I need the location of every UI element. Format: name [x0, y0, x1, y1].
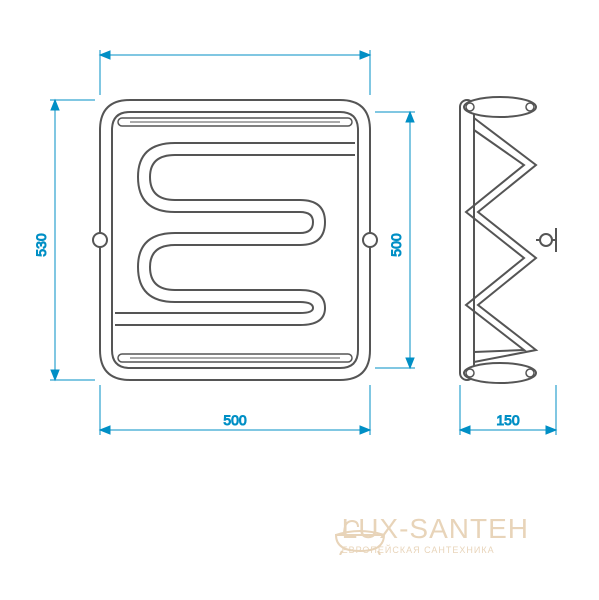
dim-height-inner: 500: [388, 233, 404, 257]
side-view: [460, 97, 556, 383]
diagram-container: 530 500 500 150: [0, 0, 599, 600]
technical-drawing: 530 500 500 150: [0, 0, 599, 600]
watermark: LUX-SANTEH ЕВРОПЕЙСКАЯ САНТЕХНИКА: [332, 515, 529, 555]
front-view: [93, 100, 377, 380]
dim-width-main: 500: [223, 412, 247, 428]
dim-height-overall: 530: [33, 233, 49, 257]
dim-depth: 150: [496, 412, 520, 428]
